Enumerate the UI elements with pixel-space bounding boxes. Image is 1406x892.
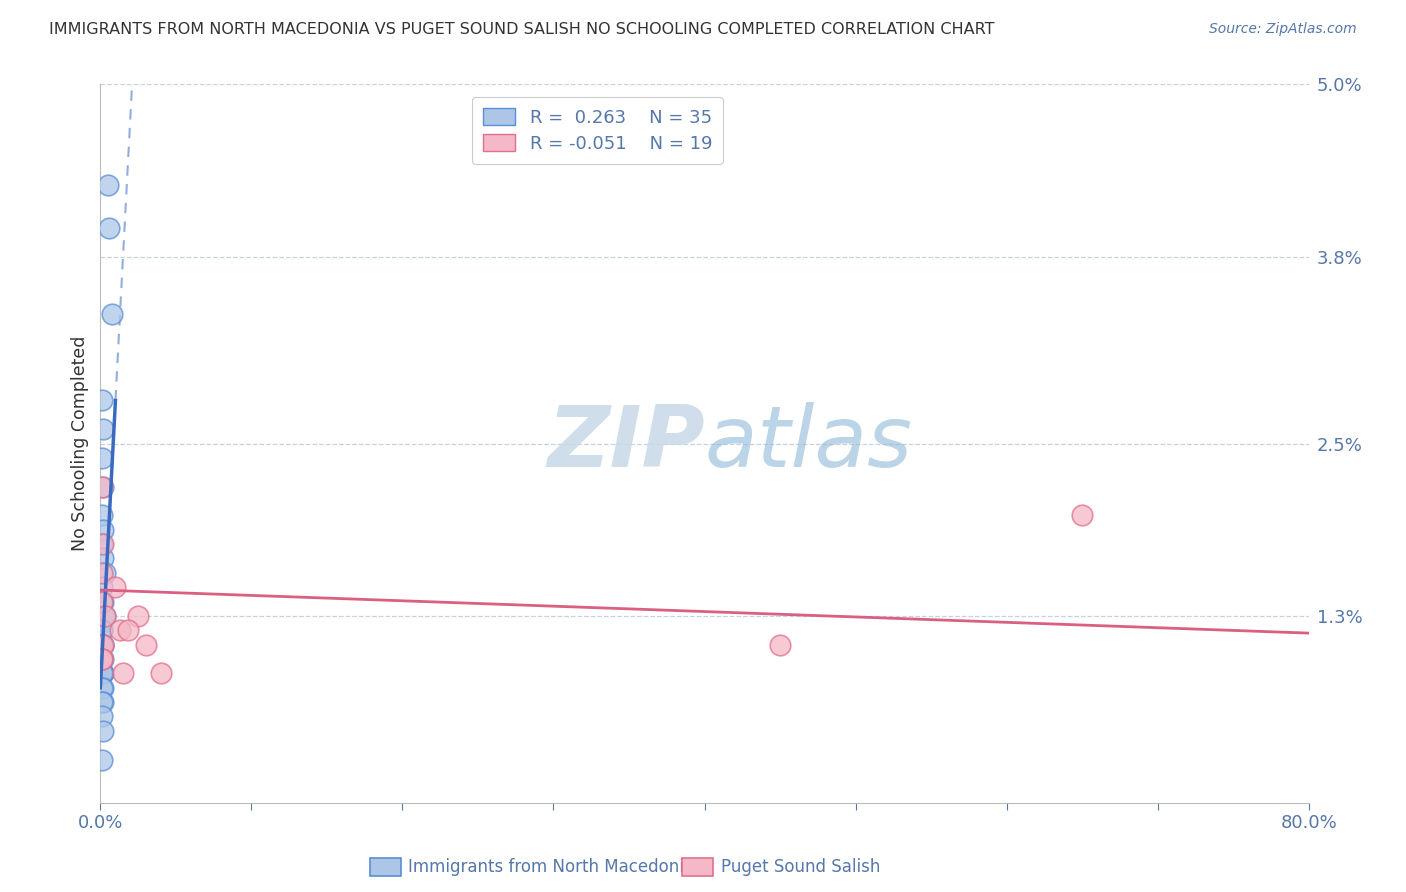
Point [117,624,139,638]
Point [135,638,157,652]
Text: Source: ZipAtlas.com: Source: ZipAtlas.com [1209,22,1357,37]
Point [93,523,115,537]
Point [127,608,149,623]
Text: Immigrants from North Macedonia: Immigrants from North Macedonia [408,858,693,876]
Point [769,638,792,652]
Point [90,537,112,551]
Point [93,537,115,551]
Point [111,666,134,681]
Point [90,652,112,666]
Point [93,666,115,681]
Point [93,666,115,681]
Point [93,652,115,666]
Text: Puget Sound Salish: Puget Sound Salish [721,858,880,876]
Point [90,638,112,652]
Point [90,652,112,666]
Point [90,566,112,580]
Point [90,652,112,666]
Point [93,681,115,695]
Text: ZIP: ZIP [547,402,704,485]
Point [93,638,115,652]
Point [94,608,117,623]
Point [98,221,121,235]
Point [97,178,120,192]
Point [90,681,112,695]
Point [90,666,112,681]
Point [93,695,115,709]
Point [90,594,112,608]
Point [93,638,115,652]
Point [94,566,117,580]
Point [90,709,112,723]
Point [90,480,112,494]
Point [90,624,112,638]
Point [90,638,112,652]
Point [90,450,112,465]
Point [93,723,115,738]
Point [90,624,112,638]
Point [104,580,127,594]
Text: atlas: atlas [704,402,912,485]
Text: IMMIGRANTS FROM NORTH MACEDONIA VS PUGET SOUND SALISH NO SCHOOLING COMPLETED COR: IMMIGRANTS FROM NORTH MACEDONIA VS PUGET… [49,22,994,37]
Point [93,594,115,608]
Point [108,624,131,638]
Point [90,508,112,523]
Point [90,594,112,608]
Point [93,551,115,566]
Y-axis label: No Schooling Completed: No Schooling Completed [72,335,89,551]
Point [93,422,115,436]
Point [90,393,112,408]
Point [90,752,112,766]
Point [93,608,115,623]
Point [94,608,117,623]
Legend: R =  0.263    N = 35, R = -0.051    N = 19: R = 0.263 N = 35, R = -0.051 N = 19 [472,97,723,163]
Point [149,666,172,681]
Point [1071,508,1094,523]
Point [93,638,115,652]
Point [101,307,124,321]
Point [90,666,112,681]
Point [93,480,115,494]
Point [90,695,112,709]
Point [90,580,112,594]
Point [90,652,112,666]
